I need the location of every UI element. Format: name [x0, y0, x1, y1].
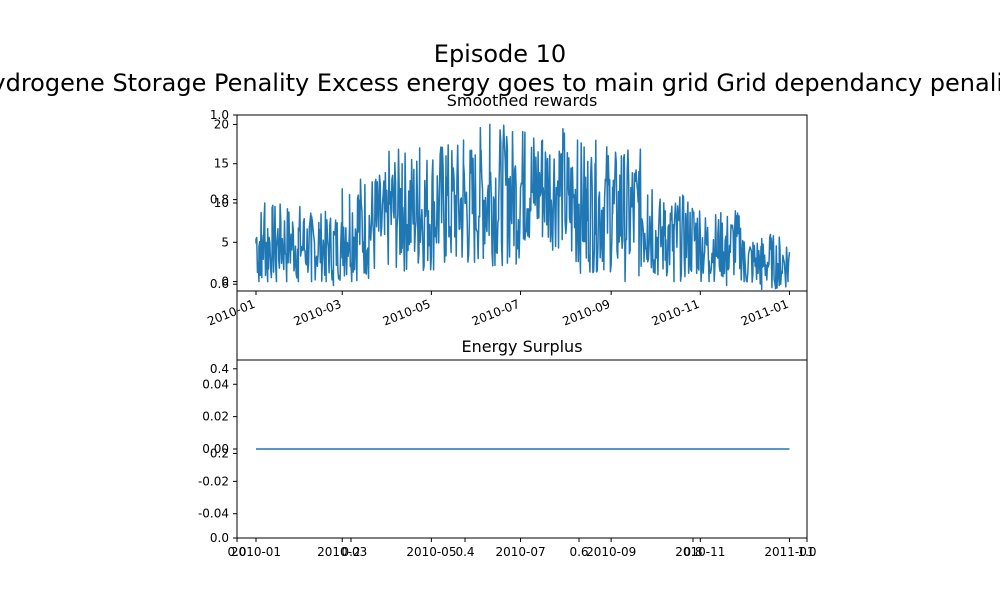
- surplus-x-tick-label: 2010-01: [231, 545, 281, 559]
- rewards-y-tick-label: 10: [214, 196, 229, 210]
- rewards-y-tick-label: 15: [214, 157, 229, 171]
- surplus-x-tick-label: 2010-11: [675, 545, 725, 559]
- background-y-tick-label: 0.4: [210, 362, 229, 376]
- background-x-tick-label: 0.8: [683, 545, 702, 559]
- surplus-y-tick-label: -0.02: [198, 474, 229, 488]
- figure-title: Episode 10: [434, 40, 566, 68]
- background-y-tick-label: 1.0: [210, 108, 229, 122]
- surplus-x-tick-label: 2010-09: [586, 545, 636, 559]
- rewards-y-tick-label: 5: [221, 235, 229, 249]
- background-x-tick-label: 0.6: [569, 545, 588, 559]
- surplus-axes: Energy Surplus -0.04 -0.02 0.00 0.02 0.04 201…: [198, 337, 815, 559]
- surplus-x-tick-label: 2010-03: [317, 545, 367, 559]
- surplus-x-tick-label: 2010-05: [406, 545, 456, 559]
- rewards-series-line: [255, 123, 791, 291]
- background-x-tick-label: 0.4: [455, 545, 474, 559]
- surplus-y-tick-label: 0.04: [202, 377, 229, 391]
- rewards-y-tick-label: 0: [221, 275, 229, 289]
- background-axes: 0.0 0.2 0.4 0.6 0.8 1.0 0.0 0.2 0.4 0.6 0.8 1.0: [210, 108, 817, 559]
- surplus-title: Energy Surplus: [461, 337, 582, 356]
- background-y-tick-label: 0.8: [210, 193, 229, 207]
- background-y-tick-label: 0.0: [210, 531, 229, 545]
- rewards-y-tick-label: 20: [214, 117, 229, 131]
- surplus-y-tick-label: 0.02: [202, 410, 229, 424]
- background-x-tick-label: 0.0: [227, 545, 246, 559]
- background-x-tick-label: 1.0: [797, 545, 816, 559]
- background-y-tick-label: 0.2: [210, 446, 229, 460]
- surplus-x-tick-label: 2011-01: [764, 545, 814, 559]
- background-x-tick-label: 0.2: [341, 545, 360, 559]
- surplus-x-tick-label: 2010-07: [495, 545, 545, 559]
- surplus-y-tick-label: -0.04: [198, 507, 229, 521]
- figure-subtitle: Hydrogene Storage Penality Excess energy…: [0, 69, 1000, 97]
- background-y-tick-label: 0.6: [210, 277, 229, 291]
- surplus-y-tick-label: 0.00: [202, 442, 229, 456]
- rewards-title: Smoothed rewards: [447, 91, 598, 110]
